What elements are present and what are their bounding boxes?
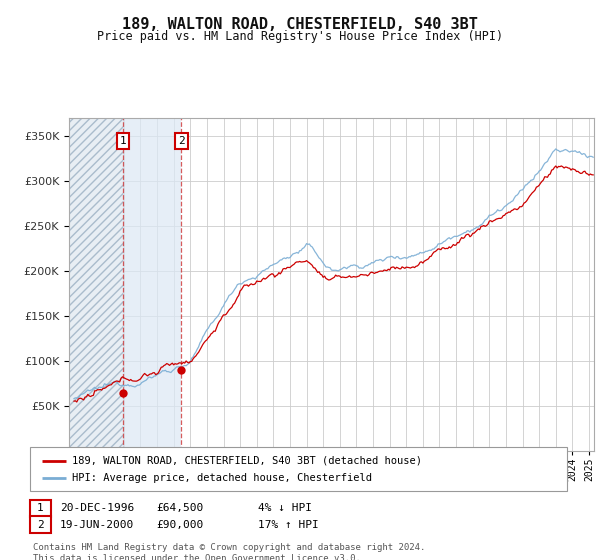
Bar bbox=[69, 118, 124, 451]
Text: Contains HM Land Registry data © Crown copyright and database right 2024.
This d: Contains HM Land Registry data © Crown c… bbox=[33, 543, 425, 560]
Text: 19-JUN-2000: 19-JUN-2000 bbox=[60, 520, 134, 530]
Text: 17% ↑ HPI: 17% ↑ HPI bbox=[258, 520, 319, 530]
Text: 1: 1 bbox=[37, 503, 44, 514]
Text: HPI: Average price, detached house, Chesterfield: HPI: Average price, detached house, Ches… bbox=[72, 473, 372, 483]
Text: 2: 2 bbox=[37, 520, 44, 530]
Text: £64,500: £64,500 bbox=[156, 503, 203, 514]
Text: 1: 1 bbox=[120, 136, 127, 146]
Text: 2: 2 bbox=[178, 136, 185, 146]
Text: Price paid vs. HM Land Registry's House Price Index (HPI): Price paid vs. HM Land Registry's House … bbox=[97, 30, 503, 43]
Text: 4% ↓ HPI: 4% ↓ HPI bbox=[258, 503, 312, 514]
Bar bbox=[124, 118, 181, 451]
Bar bbox=[69, 118, 124, 451]
Text: 20-DEC-1996: 20-DEC-1996 bbox=[60, 503, 134, 514]
Text: £90,000: £90,000 bbox=[156, 520, 203, 530]
Text: 189, WALTON ROAD, CHESTERFIELD, S40 3BT: 189, WALTON ROAD, CHESTERFIELD, S40 3BT bbox=[122, 17, 478, 32]
Text: 189, WALTON ROAD, CHESTERFIELD, S40 3BT (detached house): 189, WALTON ROAD, CHESTERFIELD, S40 3BT … bbox=[72, 456, 422, 466]
